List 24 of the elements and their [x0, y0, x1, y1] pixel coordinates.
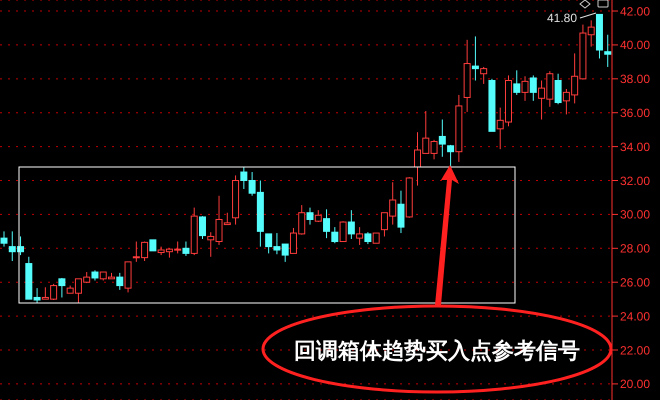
- candlestick: [472, 36, 479, 82]
- candlestick: [438, 118, 446, 158]
- candlestick: [356, 226, 364, 246]
- y-tick-label: 24.00: [620, 309, 650, 324]
- y-tick-label: 28.00: [620, 242, 650, 256]
- y-tick-label: 42.00: [620, 4, 650, 18]
- y-tick-label: 36.00: [620, 106, 650, 120]
- candlestick: [464, 39, 471, 112]
- candlestick: [604, 34, 612, 68]
- y-tick-label: 20.00: [620, 377, 650, 392]
- candlestick: [397, 190, 404, 234]
- candlestick: [348, 210, 355, 240]
- y-tick-label: 30.00: [620, 208, 650, 222]
- annotation: 41.80: [546, 11, 578, 25]
- candlestick: [522, 76, 529, 102]
- y-tick-label: 22.00: [620, 343, 650, 358]
- y-tick-label: 34.00: [620, 140, 650, 154]
- candlestick: [306, 207, 314, 226]
- y-tick-label: 40.00: [620, 38, 650, 52]
- annotation: 回调箱体趋势买入点参考信号: [294, 338, 580, 363]
- candlestick: [455, 94, 462, 162]
- y-tick-label: 26.00: [620, 275, 650, 290]
- y-tick-label: 38.00: [620, 72, 650, 86]
- y-tick-label: 32.00: [620, 174, 650, 188]
